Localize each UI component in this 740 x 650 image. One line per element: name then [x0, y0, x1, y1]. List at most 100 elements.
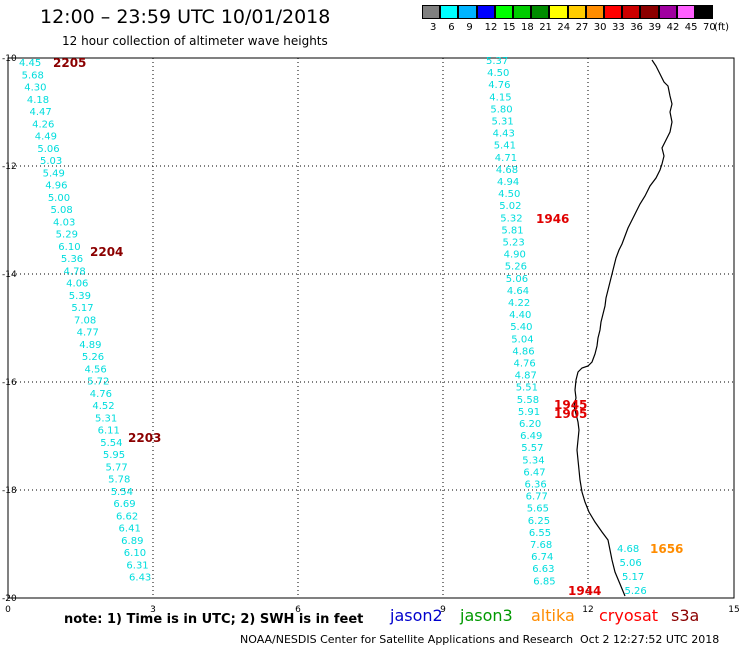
wave-height-value: 7.08 — [74, 315, 96, 326]
wave-height-value: 5.78 — [108, 475, 130, 486]
lon-tick-label: 12 — [582, 605, 593, 615]
wave-height-value: 6.63 — [532, 564, 554, 575]
color-scale-label: 9 — [466, 22, 473, 33]
lat-tick-label: -20 — [2, 594, 17, 604]
wave-height-value: 5.72 — [87, 377, 109, 388]
color-scale-label: 27 — [575, 22, 589, 33]
wave-height-value: 4.47 — [29, 107, 51, 118]
color-scale-label: 39 — [648, 22, 662, 33]
wave-height-value: 5.54 — [111, 487, 133, 498]
wave-height-value: 4.68 — [496, 165, 518, 176]
color-scale-label: 18 — [521, 22, 534, 33]
wave-height-value: 5.29 — [56, 230, 78, 241]
wave-height-value: 5.06 — [620, 558, 642, 569]
satellite-label-jason3: jason3 — [460, 606, 513, 625]
color-scale-label: 12 — [484, 22, 498, 33]
wave-height-value: 5.31 — [492, 117, 514, 128]
timestamp-text: Oct 2 12:27:52 UTC 2018 — [580, 633, 720, 646]
color-scale-label: 30 — [593, 22, 607, 33]
wave-height-value: 5.31 — [95, 413, 117, 424]
color-scale-label: 21 — [539, 22, 552, 33]
wave-height-value: 5.02 — [499, 201, 521, 212]
color-scale-label: 36 — [630, 22, 643, 33]
wave-height-value: 5.41 — [494, 141, 516, 152]
wave-height-value: 5.58 — [517, 395, 539, 406]
pass-time-label: 1945 — [554, 398, 587, 412]
color-scale-swatch — [585, 5, 604, 19]
wave-height-value: 5.26 — [82, 352, 104, 363]
map-grid: 0 3 6 9 12 15 -10 -12 -14 -16 -18 -20 — [2, 54, 740, 615]
wave-height-value: 4.40 — [509, 310, 531, 321]
wave-height-value: 5.77 — [105, 462, 127, 473]
wave-height-value: 5.17 — [71, 303, 93, 314]
color-scale-swatch — [695, 5, 714, 19]
wave-height-value: 5.04 — [511, 334, 533, 345]
color-scale-swatch — [531, 5, 550, 19]
wave-height-value: 5.51 — [516, 383, 538, 394]
wave-height-value: 5.80 — [490, 104, 512, 115]
color-scale-swatch — [622, 5, 641, 19]
lat-tick-label: -18 — [2, 486, 17, 496]
wave-height-value: 5.17 — [622, 572, 644, 583]
lat-tick-label: -14 — [2, 270, 17, 280]
page-subtitle: 12 hour collection of altimeter wave hei… — [62, 34, 328, 48]
color-scale-swatch — [458, 5, 477, 19]
wave-height-value: 6.25 — [528, 516, 550, 527]
lon-tick-label: 6 — [295, 605, 301, 615]
color-scale-label: 45 — [684, 22, 698, 33]
pass-time-label: 2205 — [53, 56, 86, 70]
wave-height-value: 4.03 — [53, 217, 75, 228]
color-scale-label: 42 — [666, 22, 680, 33]
color-scale-unit: (ft) — [714, 22, 730, 33]
altimeter-tracks: 4.455.684.304.184.474.264.495.065.035.49… — [19, 56, 647, 597]
color-scale-label: 15 — [502, 22, 516, 33]
wave-height-value: 4.26 — [32, 119, 54, 130]
wave-height-value: 6.43 — [129, 573, 151, 584]
wave-height-value: 4.52 — [92, 401, 114, 412]
wave-height-value: 4.15 — [489, 92, 511, 103]
wave-height-value: 4.76 — [90, 389, 112, 400]
wave-height-value: 5.03 — [40, 156, 62, 167]
color-scale-label: 6 — [448, 22, 455, 33]
lon-tick-label: 0 — [5, 605, 11, 615]
lat-tick-label: -10 — [2, 54, 17, 64]
credit-text: NOAA/NESDIS Center for Satellite Applica… — [240, 633, 574, 646]
color-scale-swatch — [440, 5, 459, 19]
color-scale-swatch — [476, 5, 495, 19]
wave-height-value: 6.74 — [531, 552, 553, 563]
wave-height-value: 4.89 — [79, 340, 101, 351]
wave-height-value: 4.50 — [487, 68, 509, 79]
pass-time-label: 2204 — [90, 245, 123, 259]
wave-height-value: 6.31 — [126, 560, 148, 571]
lon-tick-label: 9 — [440, 605, 446, 615]
lon-tick-label: 15 — [728, 605, 739, 615]
wave-height-value: 4.86 — [512, 346, 534, 357]
color-scale-swatch — [658, 5, 677, 19]
wave-height-value: 5.36 — [61, 254, 83, 265]
coastline — [573, 59, 673, 597]
wave-height-value: 5.34 — [522, 455, 544, 466]
color-scale-swatch — [604, 5, 623, 19]
wave-height-value: 5.23 — [503, 238, 525, 249]
wave-height-value: 5.40 — [510, 322, 532, 333]
wave-height-value: 6.20 — [519, 419, 541, 430]
wave-height-value: 4.78 — [64, 266, 86, 277]
wave-height-value: 5.68 — [22, 70, 44, 81]
wave-height-value: 5.54 — [100, 438, 122, 449]
wave-height-value: 6.10 — [58, 242, 80, 253]
wave-height-value: 4.76 — [514, 359, 536, 370]
wave-height-value: 4.94 — [497, 177, 519, 188]
wave-height-value: 6.77 — [526, 492, 548, 503]
wave-height-value: 4.30 — [24, 83, 46, 94]
wave-height-value: 6.89 — [121, 536, 143, 547]
wave-height-value: 4.43 — [493, 129, 515, 140]
wave-height-value: 4.87 — [515, 371, 537, 382]
wave-height-value: 4.06 — [66, 279, 88, 290]
satellite-label-jason2: jason2 — [390, 606, 443, 625]
wave-height-value: 4.56 — [85, 364, 107, 375]
wave-height-value: 4.96 — [45, 181, 67, 192]
pass-time-label: 2203 — [128, 431, 161, 445]
wave-height-value: 6.55 — [529, 528, 551, 539]
